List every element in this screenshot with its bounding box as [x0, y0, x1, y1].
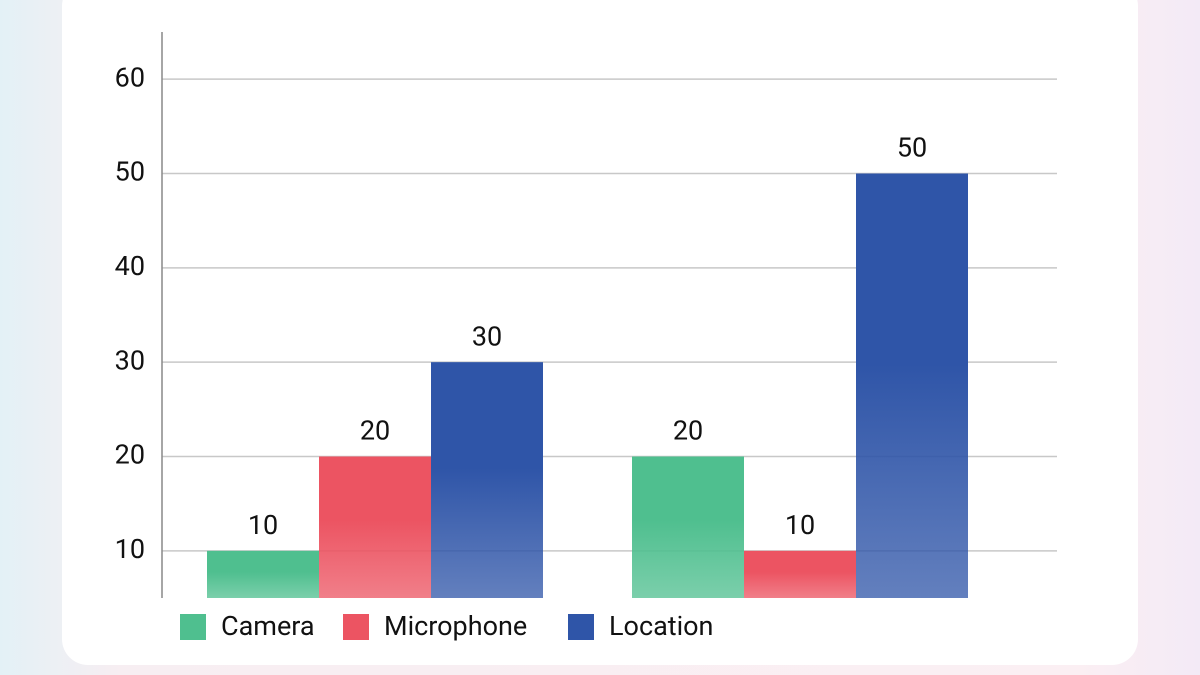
legend-label: Location	[609, 610, 713, 642]
bar	[207, 550, 319, 598]
legend-label: Microphone	[384, 610, 527, 642]
value-label: 50	[897, 132, 927, 164]
bar	[856, 173, 968, 598]
y-tick-label: 10	[115, 533, 145, 565]
legend-swatch	[180, 614, 206, 640]
y-tick-label: 40	[115, 250, 145, 282]
y-tick-label: 20	[115, 439, 145, 471]
y-tick-label: 60	[115, 61, 145, 93]
bar	[744, 550, 856, 598]
value-label: 30	[472, 320, 502, 352]
y-tick-label: 50	[115, 156, 145, 188]
legend-swatch	[568, 614, 594, 640]
value-label: 20	[673, 415, 703, 447]
value-label: 10	[248, 509, 278, 541]
y-tick-label: 30	[115, 344, 145, 376]
bar	[632, 456, 744, 598]
value-label: 10	[785, 509, 815, 541]
value-label: 20	[360, 415, 390, 447]
legend-swatch	[343, 614, 369, 640]
bar	[319, 456, 431, 598]
legend-label: Camera	[221, 610, 315, 642]
bar	[431, 362, 543, 598]
